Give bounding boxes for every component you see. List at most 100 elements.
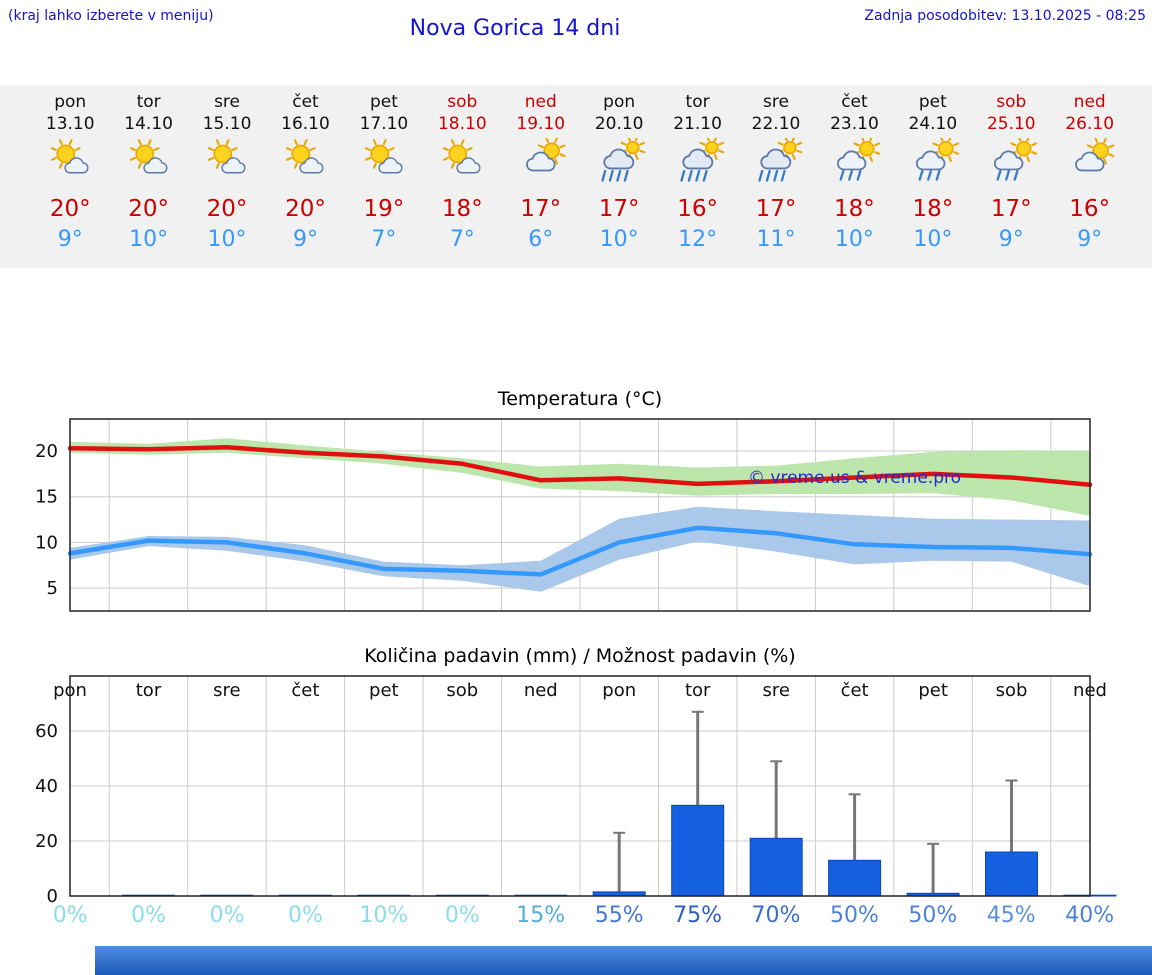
day-date: 22.10 — [751, 114, 801, 134]
forecast-day: ned 26.10 16° 9° — [1050, 85, 1128, 268]
day-name: ned — [524, 92, 557, 112]
temperature-chart-title: Temperatura (°C) — [497, 388, 663, 410]
precip-day-label: tor — [136, 680, 162, 701]
precip-probability: 0% — [52, 903, 88, 928]
svg-text:40: 40 — [35, 776, 58, 797]
max-temp: 19° — [363, 196, 405, 222]
precip-day-label: pet — [369, 680, 399, 701]
precip-day-label: sre — [762, 680, 789, 701]
min-temp: 7° — [449, 227, 475, 252]
rain-icon — [580, 135, 658, 192]
max temperatura — [67, 445, 1093, 488]
day-date: 25.10 — [986, 114, 1036, 134]
max-temp: 17° — [598, 196, 640, 222]
max-temp: 20° — [285, 196, 326, 222]
forecast-day: pet 17.10 19° 7° — [345, 85, 423, 268]
precipitation-chart: pon tor sre čet pet sob ned pon tor sre čet pet sob n… — [35, 675, 1117, 906]
watermark: © vreme.us & vreme.pro — [748, 468, 962, 488]
precip-probability: 0% — [288, 903, 323, 928]
precip-day-label: čet — [841, 680, 869, 701]
page-title: Nova Gorica 14 dni — [409, 16, 621, 41]
day-name: pet — [918, 92, 947, 112]
precip-probability: 75% — [673, 903, 723, 928]
forecast-day: tor 14.10 20° 10° — [109, 85, 187, 268]
day-date: 14.10 — [124, 114, 173, 134]
day-date: 20.10 — [594, 114, 644, 134]
precip-probability: 10% — [359, 903, 409, 928]
precip-day-label: pon — [602, 680, 636, 701]
day-date: 18.10 — [437, 114, 487, 134]
rain-icon — [737, 135, 815, 192]
max-temp-range — [70, 438, 1090, 516]
precip-probability: 0% — [444, 903, 480, 928]
precip-probability: 0% — [209, 903, 245, 928]
min-temp: 12° — [678, 227, 718, 252]
day-name: sre — [763, 92, 789, 112]
min-temp: 9° — [998, 227, 1024, 252]
max-temp: 17° — [755, 196, 797, 222]
forecast-day: ned 19.10 17° 6° — [502, 85, 580, 268]
day-name: pon — [603, 92, 636, 112]
forecast-day: pet 24.10 18° 10° — [894, 85, 972, 268]
day-name: pet — [369, 92, 398, 112]
min-temp: 6° — [528, 227, 554, 252]
forecast-day: čet 16.10 20° 9° — [266, 85, 344, 268]
forecast-day: sre 22.10 17° 11° — [737, 85, 815, 268]
min-temp: 10° — [599, 227, 639, 252]
precipitation-chart-title: Količina padavin (mm) / Možnost padavin … — [364, 645, 796, 667]
day-name: pon — [54, 92, 87, 112]
max-temp: 20° — [49, 196, 91, 222]
max-temp: 17° — [990, 196, 1032, 222]
precip-probability: 50% — [908, 903, 958, 928]
min-temp: 11° — [756, 227, 796, 252]
svg-text:15: 15 — [35, 487, 58, 508]
max-temp: 18° — [912, 196, 954, 222]
sun-rain-icon — [815, 135, 893, 192]
max-temp: 17° — [520, 196, 562, 222]
footer-banner — [95, 946, 1152, 975]
day-date: 21.10 — [673, 114, 722, 134]
max-temp: 18° — [441, 196, 483, 222]
temperature-chart: 5 10 15 20 — [35, 418, 1093, 612]
precip-probability: 55% — [594, 903, 644, 928]
max-temp: 18° — [834, 196, 875, 222]
partly-sunny-icon — [188, 138, 266, 192]
precip-probability-row: 0% 0% 0% 0% 10% 0% 15% 55% 75% 70% 50% 50% 45% 40% — [31, 903, 1129, 933]
mostly-cloudy-icon — [1050, 136, 1128, 192]
mostly-cloudy-icon — [502, 136, 580, 192]
svg-text:10: 10 — [35, 532, 58, 553]
forecast-day: sob 18.10 18° 7° — [423, 85, 501, 268]
day-name: sob — [996, 92, 1027, 112]
day-name: sob — [447, 92, 478, 112]
day-date: 16.10 — [281, 114, 330, 134]
precip-probability: 15% — [516, 903, 566, 928]
forecast-day-columns: pon 13.10 20° 9° tor 14.10 20° 10° sre 15.10 20° 10… — [31, 85, 1129, 268]
sun-rain-icon — [972, 135, 1050, 192]
precip-bar — [828, 859, 882, 897]
min-temp: 10° — [834, 227, 874, 252]
svg-text:5: 5 — [47, 578, 58, 599]
forecast-day: sob 25.10 17° 9° — [972, 85, 1050, 268]
max-temp: 20° — [128, 196, 170, 222]
partly-sunny-icon — [31, 138, 109, 192]
precip-day-label: sob — [996, 680, 1028, 701]
day-date: 19.10 — [516, 114, 566, 134]
day-name: tor — [685, 92, 710, 112]
max-temp: 16° — [1069, 196, 1111, 222]
min-temp: 7° — [371, 227, 397, 252]
day-date: 26.10 — [1065, 114, 1115, 134]
day-date: 17.10 — [359, 114, 409, 134]
forecast-day: pon 20.10 17° 10° — [580, 85, 658, 268]
forecast-strip: pon 13.10 20° 9° tor 14.10 20° 10° sre 15.10 20° 10… — [0, 85, 1152, 268]
precip-day-label: ned — [524, 680, 558, 701]
min-temp-range — [70, 506, 1090, 592]
menu-hint: (kraj lahko izberete v meniju) — [8, 8, 214, 24]
day-date: 13.10 — [45, 114, 95, 134]
precip-day-label: sob — [446, 680, 478, 701]
max-temp: 16° — [677, 196, 718, 222]
day-name: čet — [292, 92, 319, 112]
min temperatura — [67, 525, 1093, 577]
precip-day-label: čet — [291, 680, 319, 701]
min-temp: 9° — [292, 227, 318, 252]
